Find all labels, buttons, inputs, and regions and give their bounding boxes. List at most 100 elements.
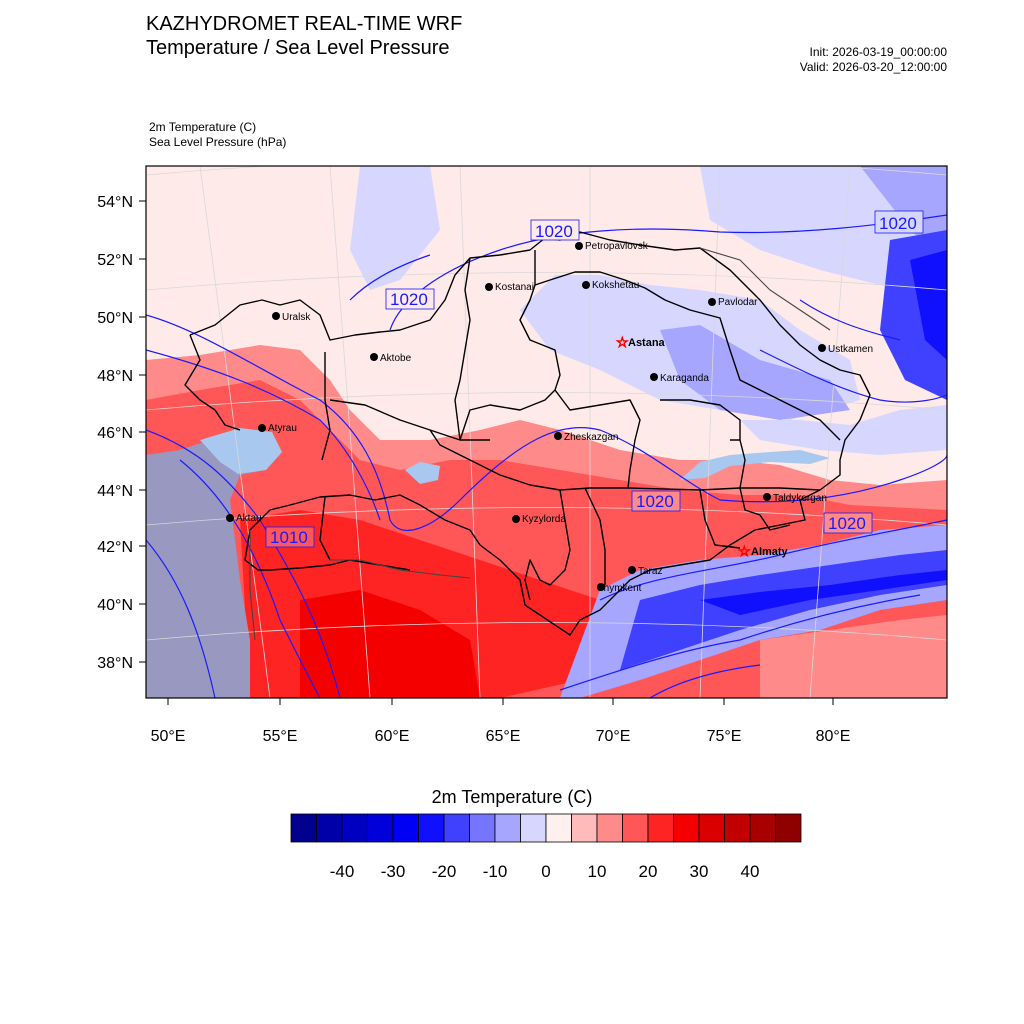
city-dot xyxy=(582,281,590,289)
lat-label: 52°N xyxy=(97,252,133,269)
contour-label: 1020 xyxy=(535,222,573,241)
city-label: Karaganda xyxy=(660,373,709,384)
lat-label: 50°N xyxy=(97,310,133,327)
city-dot xyxy=(226,514,234,522)
city-dot xyxy=(597,583,605,591)
city-label: Petropavlovsk xyxy=(585,241,649,252)
capital-star-icon: ☆ xyxy=(738,543,751,559)
colorbar-swatch xyxy=(698,813,725,843)
lat-label: 44°N xyxy=(97,483,133,500)
city-label: Taldykorgan xyxy=(773,493,827,504)
city-label: Pavlodar xyxy=(718,297,758,308)
city-label: Aktobe xyxy=(380,353,412,364)
lon-label: 65°E xyxy=(486,728,521,745)
colorbar-swatch xyxy=(596,813,623,843)
colorbar-tick-labels: -40 -30 -20 -10 0 10 20 30 40 xyxy=(330,862,760,881)
temperature-fill xyxy=(146,166,947,698)
city-dot xyxy=(575,242,583,250)
colorbar-swatch xyxy=(647,813,674,843)
city-dot xyxy=(628,566,636,574)
colorbar-swatch xyxy=(520,813,547,843)
colorbar-swatch xyxy=(443,813,470,843)
city-label: Uralsk xyxy=(282,312,311,323)
capital-star-icon: ☆ xyxy=(616,334,629,350)
colorbar-swatch xyxy=(749,813,776,843)
colorbar-swatch xyxy=(469,813,496,843)
city-dot xyxy=(650,373,658,381)
lon-label: 70°E xyxy=(596,728,631,745)
city-label: Taraz xyxy=(638,566,662,577)
colorbar-tick-label: -30 xyxy=(381,862,406,881)
colorbar-tick-label: -40 xyxy=(330,862,355,881)
city-label: Zheskazgan xyxy=(564,432,618,443)
colorbar-swatch xyxy=(622,813,649,843)
lon-label: 50°E xyxy=(151,728,186,745)
longitude-labels: 50°E 55°E 60°E 65°E 70°E 75°E 80°E xyxy=(151,728,851,745)
lat-label: 54°N xyxy=(97,194,133,211)
latitude-labels: 54°N 52°N 50°N 48°N 46°N 44°N 42°N 40°N … xyxy=(97,194,133,672)
city-dot xyxy=(258,424,266,432)
colorbar-swatch xyxy=(571,813,598,843)
colorbar-tick-label: 30 xyxy=(690,862,709,881)
city-label: Kyzylorda xyxy=(522,514,566,525)
city-label: Astana xyxy=(628,337,666,349)
colorbar xyxy=(290,813,802,843)
foreign-borders xyxy=(249,247,831,641)
city-dot xyxy=(554,432,562,440)
colorbar-swatch xyxy=(775,813,802,843)
temperature-field-label: 2m Temperature (C) xyxy=(149,120,257,134)
lat-label: 40°N xyxy=(97,597,133,614)
colorbar-swatch xyxy=(367,813,394,843)
tick-marks xyxy=(139,200,834,705)
contour-label: 1020 xyxy=(390,290,428,309)
city-dot xyxy=(512,515,520,523)
colorbar-swatch xyxy=(316,813,343,843)
colorbar-tick-label: -10 xyxy=(483,862,508,881)
city-dot xyxy=(708,298,716,306)
borders xyxy=(184,231,871,636)
colorbar-tick-label: -20 xyxy=(432,862,457,881)
colorbar-swatch xyxy=(341,813,368,843)
city-label: Shymkent xyxy=(597,583,642,594)
init-time: Init: 2026-03-19_00:00:00 xyxy=(809,45,947,59)
city-label: Kokshetau xyxy=(592,280,639,291)
city-markers: Petropavlovsk Kostanai Kokshetau Pavloda… xyxy=(226,241,873,594)
contour-value-labels: 1020 1020 1020 1020 1020 1010 xyxy=(265,210,924,548)
contour-label: 1020 xyxy=(636,492,674,511)
contour-label: 1020 xyxy=(879,214,917,233)
city-dot xyxy=(818,344,826,352)
lat-label: 46°N xyxy=(97,425,133,442)
colorbar-title: 2m Temperature (C) xyxy=(431,787,593,807)
city-label: Almaty xyxy=(751,546,789,558)
contour-label: 1010 xyxy=(270,528,308,547)
lon-label: 55°E xyxy=(263,728,298,745)
colorbar-swatch xyxy=(418,813,445,843)
colorbar-swatch xyxy=(673,813,700,843)
city-label: Kostanai xyxy=(495,282,534,293)
colorbar-swatch xyxy=(392,813,419,843)
city-dot xyxy=(272,312,280,320)
colorbar-swatch xyxy=(494,813,521,843)
city-label: Atyrau xyxy=(268,423,297,434)
colorbar-swatch xyxy=(545,813,572,843)
city-label: Ustkamen xyxy=(828,344,873,355)
lat-label: 38°N xyxy=(97,655,133,672)
lon-label: 80°E xyxy=(816,728,851,745)
colorbar-tick-label: 0 xyxy=(541,862,550,881)
lon-label: 75°E xyxy=(707,728,742,745)
colorbar-tick-label: 40 xyxy=(741,862,760,881)
lat-label: 42°N xyxy=(97,539,133,556)
colorbar-swatch xyxy=(290,813,317,843)
lat-label: 48°N xyxy=(97,368,133,385)
lon-label: 60°E xyxy=(375,728,410,745)
sub-title: Temperature / Sea Level Pressure xyxy=(146,37,450,59)
colorbar-tick-label: 10 xyxy=(588,862,607,881)
colorbar-tick-label: 20 xyxy=(639,862,658,881)
main-title: KAZHYDROMET REAL-TIME WRF xyxy=(146,13,463,35)
city-dot xyxy=(763,493,771,501)
pressure-field-label: Sea Level Pressure (hPa) xyxy=(149,135,287,149)
colorbar-swatch xyxy=(724,813,751,843)
city-dot xyxy=(485,283,493,291)
valid-time: Valid: 2026-03-20_12:00:00 xyxy=(799,60,947,74)
